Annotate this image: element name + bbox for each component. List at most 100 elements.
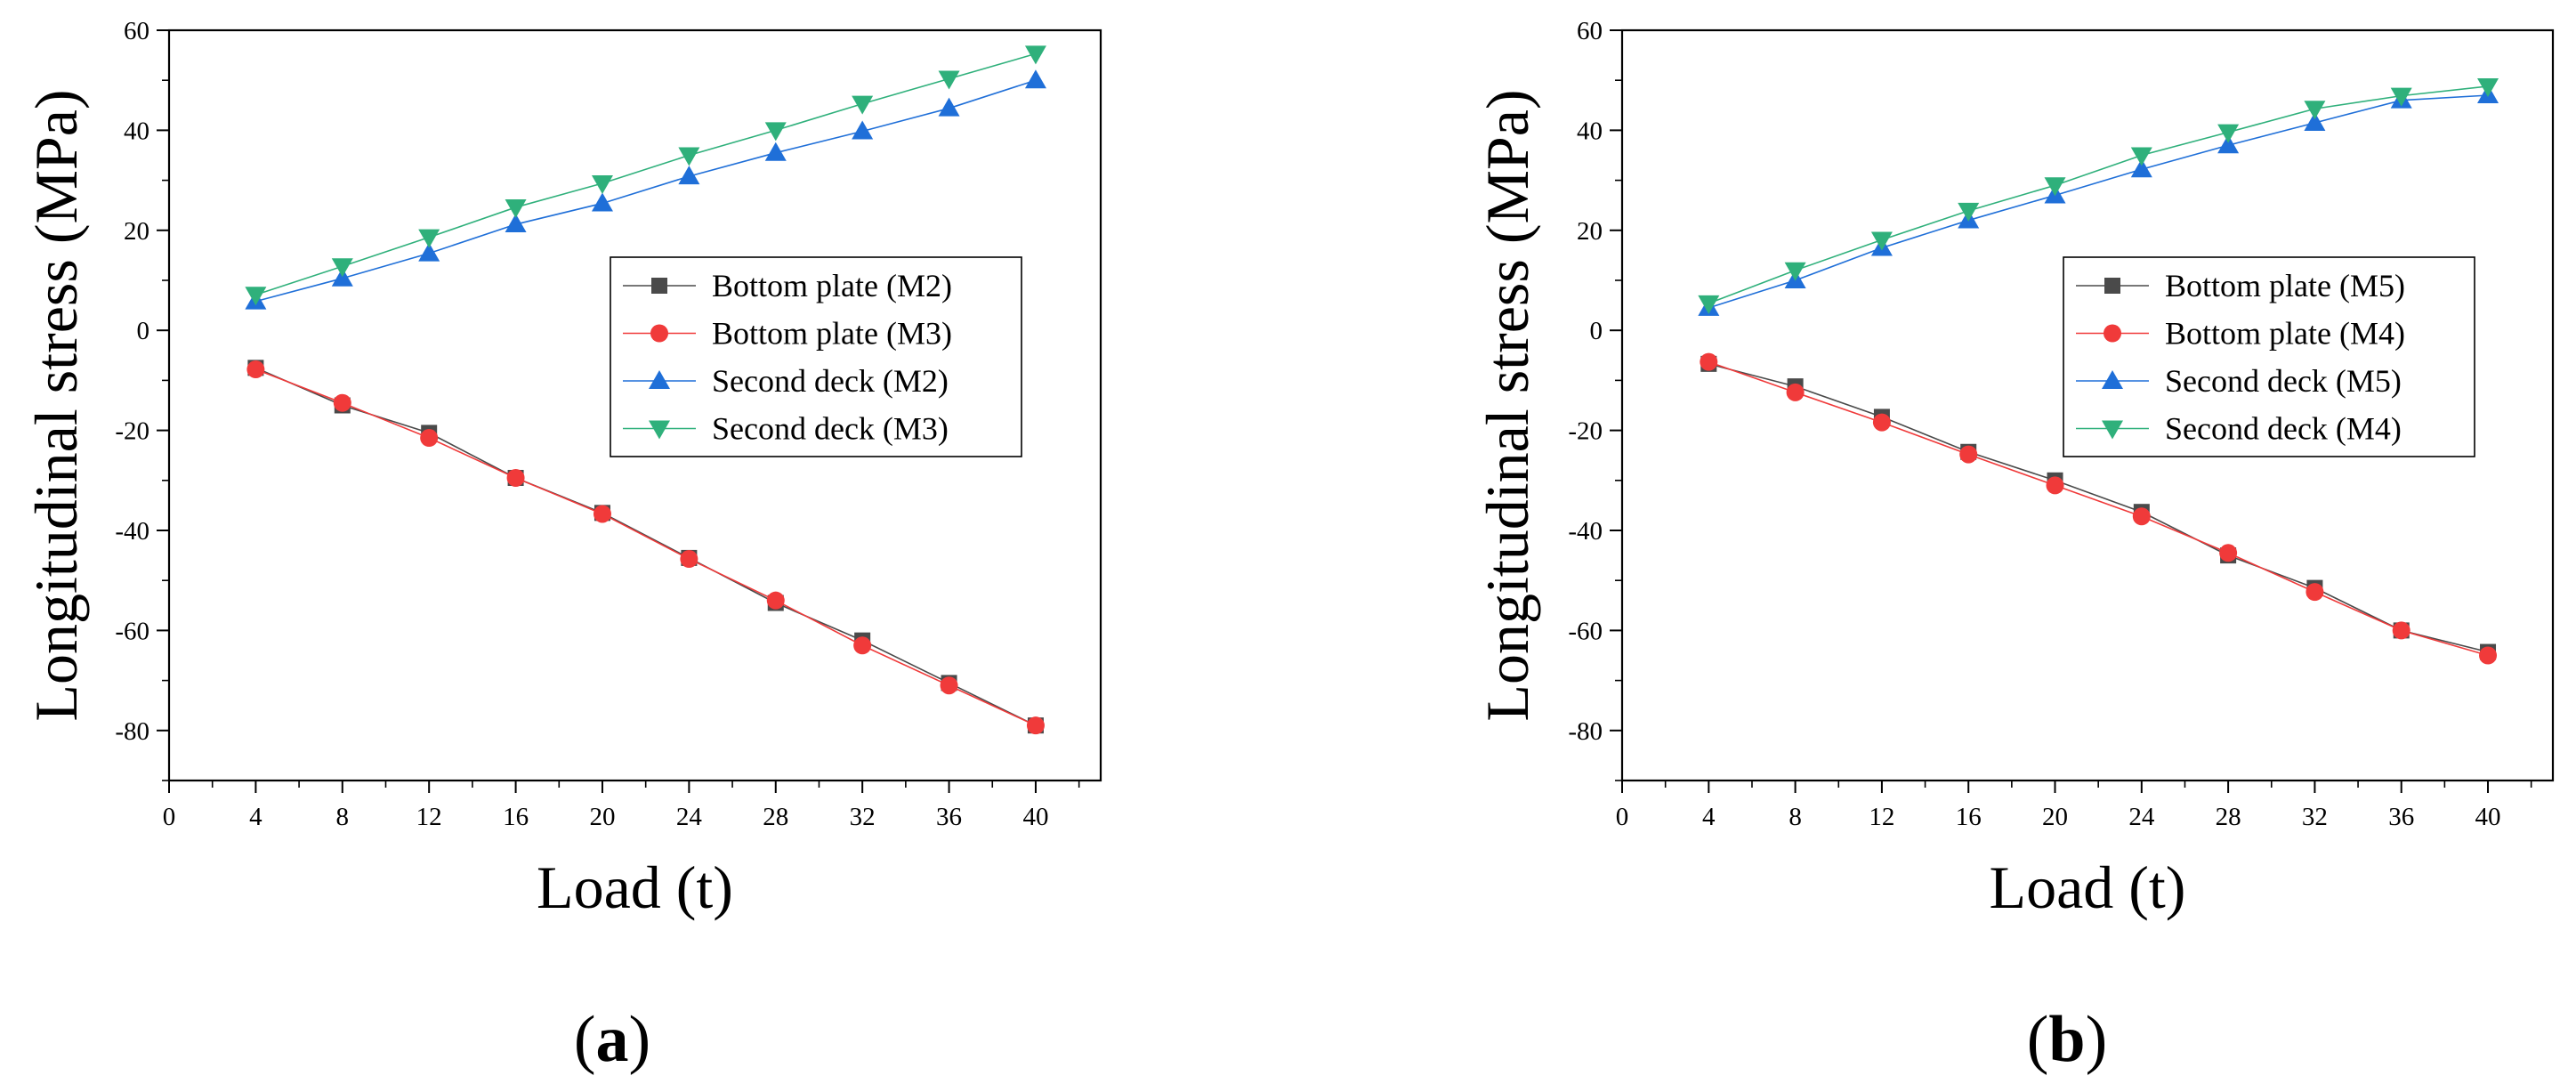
data-point: [420, 429, 439, 448]
x-tick-label: 40: [2475, 803, 2501, 831]
data-point: [2219, 544, 2238, 562]
legend-box: [610, 256, 1022, 457]
x-tick-label: 0: [163, 803, 176, 831]
chart-panel-b: 0 4 8 12 16 20 24 28 32 36 40 -80 -60 -40 -20 0 20 40 60 Lo…: [1474, 17, 2555, 1076]
y-tick-label: -40: [1568, 517, 1603, 546]
data-point: [678, 166, 700, 185]
y-tick-label: -80: [1568, 717, 1603, 746]
data-point: [853, 636, 872, 655]
x-tick-label: 20: [2042, 803, 2068, 831]
y-tick-label: 40: [1577, 117, 1603, 145]
y-tick-label: -20: [115, 417, 149, 446]
panel-label: (b): [2027, 1003, 2107, 1076]
legend-marker: [2102, 420, 2123, 440]
series-line: [255, 367, 1037, 726]
data-point: [1700, 352, 1718, 371]
x-tick-label: 28: [763, 803, 788, 831]
series-line: [1708, 360, 2489, 657]
data-point: [1959, 445, 1978, 464]
x-tick-label: 24: [676, 803, 703, 831]
legend-marker: [2104, 324, 2121, 343]
x-tick-label: 0: [1616, 803, 1629, 831]
legend: Bottom plate (M5) Bottom plate (M4) Second…: [2063, 256, 2475, 457]
data-point: [506, 468, 525, 487]
series-4: [1698, 77, 2499, 314]
data-point: [1870, 231, 1893, 251]
x-tick-label: 40: [1022, 803, 1048, 831]
series-line: [1708, 363, 2489, 653]
y-tick-label: -40: [115, 517, 149, 546]
data-point: [418, 242, 440, 262]
legend: Bottom plate (M2) Bottom plate (M3) Second…: [610, 256, 1022, 457]
legend-marker: [651, 278, 667, 294]
legend-box: [2063, 256, 2475, 457]
series-4: [245, 45, 1046, 306]
panel-label: (a): [574, 1003, 650, 1076]
y-tick-label: 0: [137, 317, 150, 345]
data-point: [1786, 383, 1805, 401]
legend-marker: [649, 370, 670, 389]
data-point: [852, 95, 874, 115]
chart-panel-a: 0 4 8 12 16 20 24 28 32 36 40 -80 -60 -40 -20 0 20 40 60 Lo…: [22, 17, 1102, 1076]
y-tick-label: -20: [1568, 417, 1603, 446]
panel-label-close-paren: ): [629, 1003, 651, 1076]
legend-label: Bottom plate (M2): [712, 268, 952, 303]
data-point: [938, 70, 960, 90]
data-point: [2390, 87, 2412, 107]
legend-label: Second deck (M2): [712, 363, 949, 399]
data-point: [1698, 295, 1720, 314]
data-point: [333, 393, 351, 412]
plot-frame: [167, 28, 1102, 782]
data-point: [2304, 111, 2326, 131]
legend-label: Second deck (M4): [2165, 411, 2402, 447]
legend-label: Second deck (M3): [712, 411, 949, 447]
x-tick-label: 8: [336, 803, 350, 831]
legend-marker: [2104, 278, 2120, 294]
x-tick-label: 36: [936, 803, 962, 831]
series-line: [1708, 85, 2489, 304]
data-point: [766, 591, 785, 610]
data-point: [938, 97, 960, 117]
x-tick-label: 12: [1869, 803, 1894, 831]
y-tick-label: 60: [1577, 17, 1603, 45]
legend-label: Second deck (M5): [2165, 363, 2402, 399]
legend-label: Bottom plate (M3): [712, 316, 952, 352]
series-2: [1700, 352, 2498, 665]
legend-marker: [649, 420, 670, 440]
y-tick-label: -60: [115, 617, 149, 645]
y-axis-title: Longitudinal stress (MPa): [1474, 89, 1541, 721]
x-axis-title: Load (t): [537, 853, 733, 921]
y-axis-title: Longitudinal stress (MPa): [22, 89, 90, 721]
data-point: [764, 122, 787, 142]
x-tick-label: 20: [589, 803, 615, 831]
y-tick-label: 20: [1577, 217, 1603, 246]
data-point: [331, 258, 353, 278]
series-line: [1708, 94, 2489, 309]
x-tick-label: 4: [1702, 803, 1716, 831]
panel-label-letter: a: [596, 1003, 629, 1076]
data-point: [246, 360, 265, 379]
panel-label-open-paren: (: [2027, 1003, 2049, 1076]
data-point: [593, 505, 611, 523]
x-tick-label: 4: [249, 803, 262, 831]
y-tick-label: 20: [124, 217, 149, 246]
panel-label-letter: b: [2048, 1003, 2085, 1076]
data-point: [1024, 69, 1046, 89]
series-line: [255, 53, 1037, 296]
data-point: [245, 287, 267, 306]
legend-label: Bottom plate (M4): [2165, 316, 2405, 352]
data-point: [764, 142, 787, 161]
data-point: [2130, 147, 2152, 166]
series-line: [255, 79, 1037, 303]
data-point: [2130, 158, 2152, 178]
plot-frame: [1620, 28, 2555, 782]
y-tick-label: 0: [1590, 317, 1603, 345]
data-point: [418, 229, 440, 248]
x-tick-label: 32: [850, 803, 876, 831]
data-point: [852, 120, 874, 140]
data-point: [678, 147, 700, 166]
y-tick-label: 60: [124, 17, 149, 45]
data-point: [2477, 77, 2499, 97]
x-tick-label: 24: [2128, 803, 2155, 831]
